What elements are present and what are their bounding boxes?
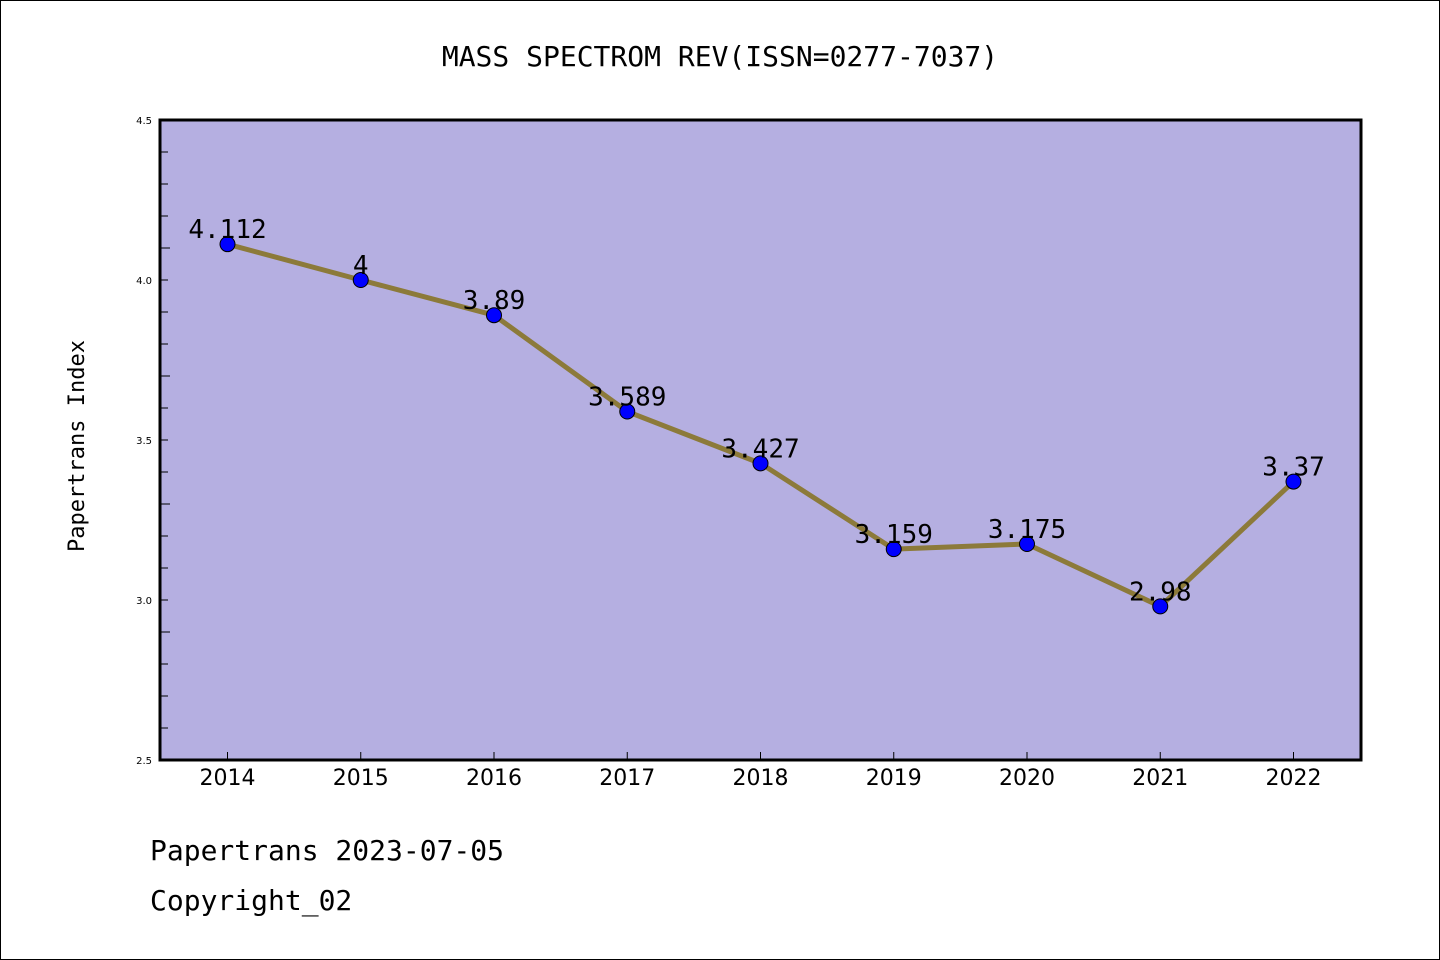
data-label: 3.589 — [588, 383, 666, 413]
y-tick-label: 2.5 — [136, 756, 152, 767]
data-label: 3.427 — [721, 434, 799, 464]
x-axis: 2014 2015 2016 2017 2018 2019 2020 2021 2022 — [200, 752, 1322, 791]
x-tick-label: 2015 — [333, 766, 389, 791]
data-point — [752, 455, 769, 472]
y-tick-label: 3.5 — [136, 436, 152, 447]
y-tick-label: 4.5 — [136, 116, 152, 127]
x-tick-label: 2022 — [1266, 766, 1322, 791]
series-group: 4.112 4 3.89 3.589 3.427 3.159 3.175 2.98 3.37 — [188, 215, 1325, 615]
data-point — [885, 541, 902, 558]
y-tick-label: 4.0 — [136, 276, 152, 287]
plot-area — [158, 118, 1363, 762]
x-tick-label: 2014 — [200, 766, 256, 791]
data-label: 2.98 — [1129, 577, 1192, 607]
x-tick-label: 2019 — [866, 766, 922, 791]
x-tick-label: 2016 — [466, 766, 522, 791]
data-label: 3.89 — [463, 286, 526, 316]
footer-copyright: Copyright_02 — [150, 884, 353, 917]
data-point — [619, 403, 636, 420]
data-label: 3.159 — [855, 520, 933, 550]
data-label: 3.175 — [988, 515, 1066, 545]
data-label: 3.37 — [1262, 453, 1325, 483]
x-tick-label: 2021 — [1132, 766, 1188, 791]
footer-date: Papertrans 2023-07-05 — [150, 834, 505, 867]
x-tick-label: 2018 — [733, 766, 789, 791]
data-label: 4.112 — [188, 215, 266, 245]
data-point — [352, 272, 369, 288]
x-tick-label: 2020 — [999, 766, 1055, 791]
data-point — [1285, 473, 1302, 490]
y-tick-label: 3.0 — [136, 596, 152, 607]
data-point — [1019, 536, 1035, 552]
chart-title: MASS SPECTROM REV(ISSN=0277-7037) — [442, 40, 998, 73]
data-point — [1152, 598, 1169, 615]
x-tick-label: 2017 — [599, 766, 655, 791]
data-label: 4 — [353, 251, 369, 281]
y-axis: 2.5 3.0 3.5 4.0 4.5 — [136, 116, 170, 767]
y-axis-label: Papertrans Index — [65, 340, 90, 552]
data-point — [486, 307, 502, 324]
data-point — [219, 236, 236, 253]
